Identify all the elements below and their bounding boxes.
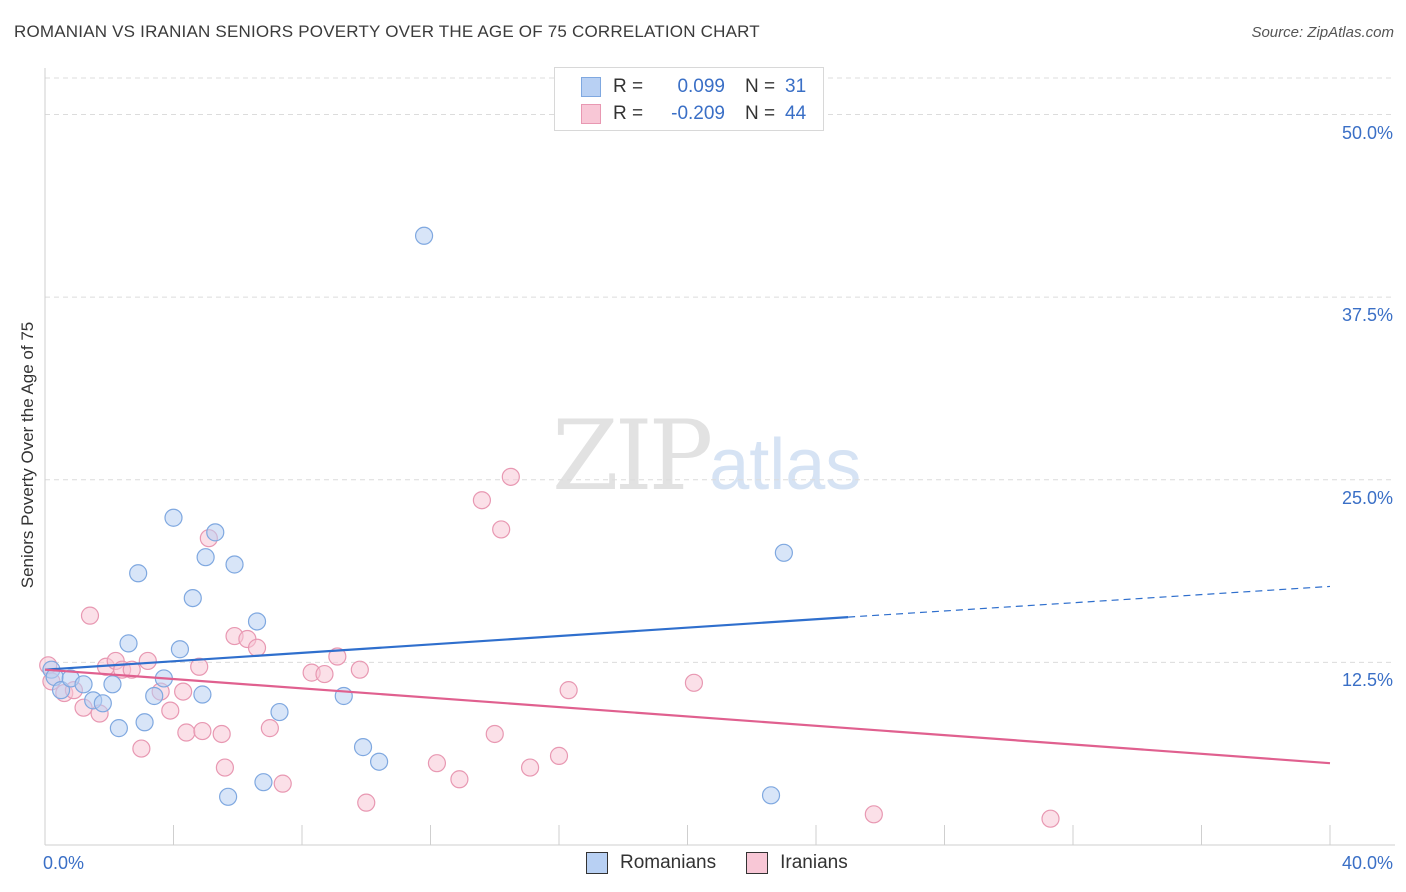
- romanians-trend-extension: [848, 585, 1331, 618]
- iranian-point: [161, 701, 180, 720]
- trend-lines: [44, 585, 1331, 765]
- romanians-trend-line: [44, 615, 849, 671]
- y-tick-label: 37.5%: [1341, 305, 1393, 326]
- romanian-point: [774, 543, 793, 562]
- romanian-point: [51, 681, 71, 700]
- correlation-legend: R = 0.099 N = 31 R = -0.209 N = 44: [554, 67, 824, 131]
- iranian-point: [501, 467, 520, 486]
- legend-r-value: 0.099: [677, 76, 725, 97]
- iranian-point: [1041, 809, 1060, 828]
- chart-source: Source: ZipAtlas.com: [1251, 24, 1394, 41]
- series-legend: Romanians Iranians: [586, 852, 878, 874]
- iranian-point: [193, 721, 212, 741]
- romanian-point: [93, 694, 112, 713]
- romanian-point: [353, 738, 373, 757]
- iranian-point: [357, 793, 376, 812]
- romanian-point: [74, 675, 93, 694]
- romanian-point: [219, 787, 238, 806]
- chart-title: ROMANIAN VS IRANIAN SENIORS POVERTY OVER…: [14, 22, 760, 41]
- data-points: [39, 226, 1060, 828]
- legend-item-romanians: Romanians: [586, 852, 716, 874]
- watermark-atlas: atlas: [709, 425, 862, 505]
- legend-n-value: 31: [785, 76, 807, 97]
- iranians-trend-line: [44, 668, 1331, 765]
- romanian-point: [145, 686, 164, 706]
- iranian-point: [520, 758, 540, 777]
- romanian-point: [103, 675, 122, 694]
- iranian-point: [215, 758, 234, 777]
- iranian-point: [177, 723, 196, 742]
- watermark-zip: ZIP: [552, 400, 713, 512]
- romanian-point: [247, 612, 267, 631]
- romanian-point: [193, 685, 212, 704]
- iranian-point: [174, 682, 193, 701]
- romanian-point: [170, 640, 190, 659]
- romanian-point: [164, 508, 183, 527]
- legend-n-value: 44: [785, 103, 807, 124]
- romanian-point: [761, 786, 781, 805]
- romanian-point: [119, 634, 138, 653]
- iranian-point: [212, 724, 231, 744]
- y-axis-title: Seniors Poverty Over the Age of 75: [18, 321, 37, 589]
- romanian-point: [370, 752, 389, 771]
- romanian-point: [196, 548, 215, 567]
- romanians-legend-swatch: [586, 852, 608, 874]
- iranian-point: [328, 647, 347, 666]
- romanian-point: [109, 719, 128, 738]
- iranian-point: [485, 724, 504, 744]
- iranian-point: [427, 754, 447, 773]
- y-tick-label: 50.0%: [1341, 122, 1393, 143]
- romanian-point: [129, 564, 148, 583]
- legend-label-iranians: Iranians: [780, 852, 848, 873]
- y-tick-label: 12.5%: [1341, 670, 1393, 691]
- iranian-point: [559, 681, 578, 700]
- legend-r-label: R =: [613, 103, 644, 124]
- iranian-point: [138, 651, 157, 671]
- iranian-point: [684, 673, 704, 692]
- legend-n-label: N =: [745, 103, 776, 124]
- romanian-point: [225, 555, 244, 574]
- romanian-point: [270, 702, 289, 722]
- grid-lines: [45, 77, 1395, 663]
- iranians-swatch: [581, 104, 601, 124]
- axes: [44, 68, 1395, 846]
- legend-row-romanians: R = 0.099 N = 31: [581, 74, 811, 100]
- iranian-point: [132, 739, 151, 758]
- legend-label-romanians: Romanians: [620, 852, 717, 873]
- iranian-point: [492, 520, 511, 539]
- iranian-point: [122, 660, 141, 679]
- iranian-point: [80, 606, 100, 625]
- legend-n-label: N =: [745, 76, 776, 97]
- iranian-point: [450, 770, 469, 789]
- iranian-point: [315, 664, 334, 684]
- x-tick-label-max: 40.0%: [1341, 853, 1393, 873]
- iranian-point: [273, 774, 292, 793]
- romanians-swatch: [581, 77, 601, 97]
- y-tick-label: 25.0%: [1341, 487, 1393, 508]
- legend-row-iranians: R = -0.209 N = 44: [581, 101, 811, 127]
- iranian-point: [549, 746, 569, 765]
- iranian-point: [247, 638, 267, 657]
- romanian-point: [183, 588, 202, 608]
- iranian-point: [864, 805, 883, 824]
- x-tick-label-min: 0.0%: [43, 853, 85, 873]
- iranian-point: [260, 719, 279, 738]
- romanian-point: [254, 773, 273, 792]
- legend-item-iranians: Iranians: [746, 852, 848, 874]
- romanian-point: [206, 523, 225, 542]
- iranian-point: [350, 660, 369, 679]
- legend-r-label: R =: [613, 76, 644, 97]
- iranian-point: [472, 491, 491, 510]
- romanian-point: [135, 713, 154, 732]
- iranians-legend-swatch: [746, 852, 769, 874]
- romanian-point: [414, 226, 434, 245]
- legend-r-value: -0.209: [671, 103, 725, 124]
- watermark: ZIPatlas: [552, 400, 861, 512]
- iranian-point: [190, 657, 209, 676]
